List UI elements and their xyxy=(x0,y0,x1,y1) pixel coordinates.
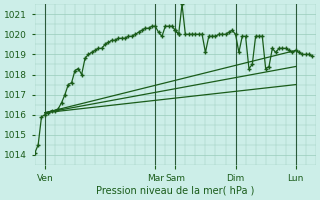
X-axis label: Pression niveau de la mer( hPa ): Pression niveau de la mer( hPa ) xyxy=(96,186,254,196)
